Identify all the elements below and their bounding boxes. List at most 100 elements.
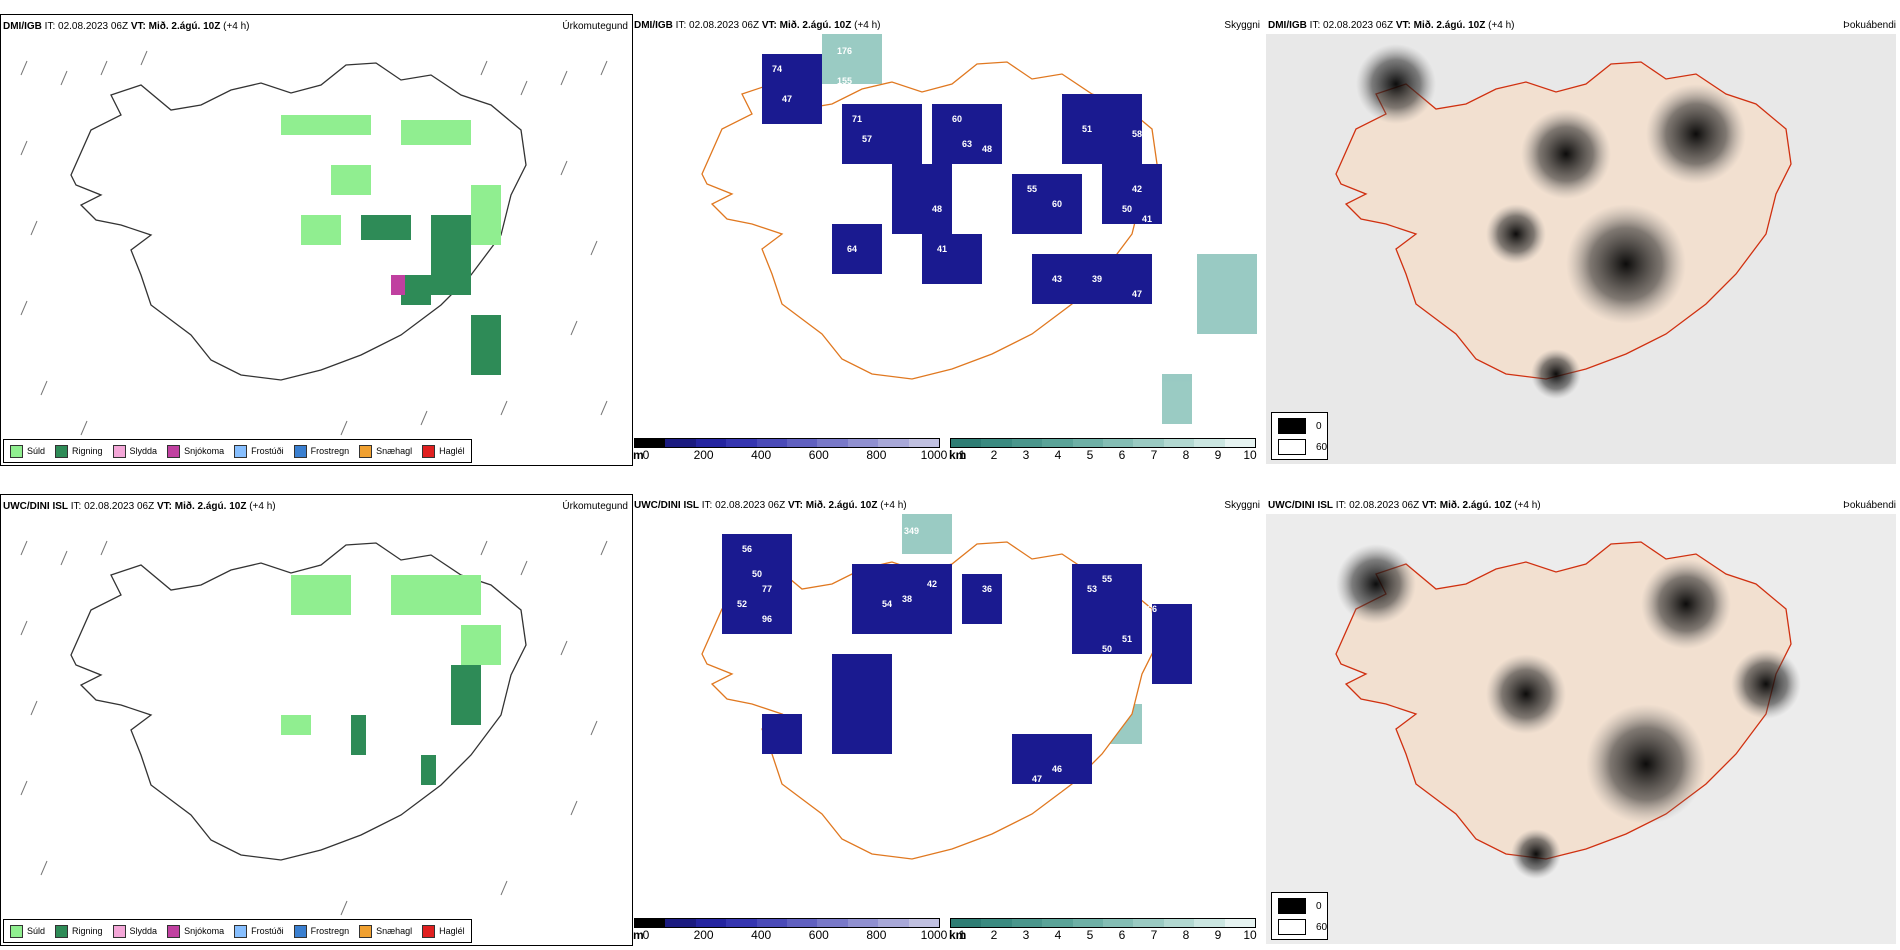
- colorbar-segment: [1103, 439, 1134, 447]
- legend-item: Haglél: [422, 444, 465, 458]
- legend-item: Frostúði: [234, 444, 284, 458]
- colorbar-tick: 10: [1243, 448, 1257, 462]
- colorbar-segment: [1163, 439, 1195, 447]
- cloud-map: [701, 34, 1257, 424]
- colorbar-segment: [756, 919, 788, 927]
- colorbar-segment: [1224, 919, 1256, 927]
- panel-title: Úrkomutegund: [562, 501, 628, 512]
- panel-header: DMI/IGB IT: 02.08.2023 06Z VT: Mið. 2.ág…: [1268, 20, 1515, 31]
- colorbar-tick: 800: [866, 928, 887, 942]
- fog-legend: 0 60: [1271, 892, 1328, 940]
- colorbar-tick: 6: [1118, 928, 1126, 942]
- colorbar-segment: [665, 919, 696, 927]
- panel-header: DMI/IGB IT: 02.08.2023 06Z VT: Mið. 2.ág…: [3, 21, 250, 32]
- colorbar-segment: [1133, 919, 1164, 927]
- legend-item: Slydda: [112, 444, 157, 458]
- visibility-colorbar: km 1 2 3 4 5 6 7 8 9 10: [949, 438, 1257, 462]
- colorbar-segment: [981, 439, 1012, 447]
- colorbar-segment: [1011, 439, 1043, 447]
- precip-type-panel-uwc: UWC/DINI ISL IT: 02.08.2023 06Z VT: Mið.…: [0, 494, 633, 946]
- colorbar-segment: [726, 919, 757, 927]
- colorbar-segment: [951, 919, 982, 927]
- legend-swatch: [10, 444, 23, 458]
- fog-map: [1266, 34, 1896, 464]
- legend-item: Frostregn: [293, 444, 349, 458]
- colorbar-tick: 8: [1182, 928, 1190, 942]
- colorbar-segment: [908, 919, 940, 927]
- colorbar-tick: 3: [1022, 928, 1030, 942]
- colorbar-tick: 1000: [920, 448, 948, 462]
- colorbar-tick: 600: [808, 448, 829, 462]
- colorbar-tick: 400: [751, 928, 772, 942]
- colorbar-tick: 8: [1182, 448, 1190, 462]
- panel-title: Skyggni: [1224, 20, 1260, 31]
- colorbar-tick: 200: [693, 448, 714, 462]
- colorbar-tick: 2: [990, 928, 998, 942]
- colorbar-segment: [635, 439, 666, 447]
- colorbar-segment: [847, 919, 879, 927]
- colorbar-tick: 200: [693, 928, 714, 942]
- colorbar-tick: 4: [1054, 448, 1062, 462]
- colorbar-tick: 4: [1054, 928, 1062, 942]
- cloud-base-colorbar: m 0 200 400 600 800 1000: [633, 438, 947, 462]
- colorbar-segment: [1194, 439, 1225, 447]
- colorbar-segment: [1103, 919, 1134, 927]
- colorbar-segment: [817, 439, 848, 447]
- fog-map: [1266, 514, 1896, 944]
- colorbar-segment: [1072, 439, 1104, 447]
- colorbar-segment: [665, 439, 696, 447]
- precip-map: [20, 50, 608, 436]
- precip-type-panel-dmi: DMI/IGB IT: 02.08.2023 06Z VT: Mið. 2.ág…: [0, 14, 633, 466]
- legend-item: Snæhagl: [359, 444, 412, 458]
- colorbar-tick: 6: [1118, 448, 1126, 462]
- colorbar-segment: [787, 919, 818, 927]
- colorbar-tick: 1: [958, 448, 966, 462]
- colorbar-segment: [908, 439, 940, 447]
- colorbar-segment: [847, 439, 879, 447]
- colorbar-tick: 1000: [920, 928, 948, 942]
- colorbar-tick: 2: [990, 448, 998, 462]
- colorbar-segment: [787, 439, 818, 447]
- colorbar-tick: 10: [1243, 928, 1257, 942]
- colorbar-tick: 7: [1150, 928, 1158, 942]
- colorbar-segment: [756, 439, 788, 447]
- precip-legend: Súld Rigning Slydda Snjókoma Frostúði Fr…: [3, 439, 472, 463]
- colorbar-segment: [695, 439, 727, 447]
- colorbar-tick: 9: [1214, 448, 1222, 462]
- colorbar-segment: [1133, 439, 1164, 447]
- colorbar-segment: [817, 919, 848, 927]
- colorbar-tick: 0: [642, 448, 650, 462]
- colorbar-tick: 1: [958, 928, 966, 942]
- colorbar-tick: 400: [751, 448, 772, 462]
- colorbar-segment: [1194, 919, 1225, 927]
- colorbar-segment: [1163, 919, 1195, 927]
- legend-item: Rigning: [55, 444, 103, 458]
- colorbar-tick: 600: [808, 928, 829, 942]
- colorbar-segment: [1011, 919, 1043, 927]
- panel-title: Úrkomutegund: [562, 21, 628, 32]
- fog-indicator-panel-dmi: DMI/IGB IT: 02.08.2023 06Z VT: Mið. 2.ág…: [1266, 14, 1900, 464]
- cloud-visibility-panel-uwc: UWC/DINI ISL IT: 02.08.2023 06Z VT: Mið.…: [632, 494, 1264, 944]
- colorbar-tick: 0: [642, 928, 650, 942]
- cloud-map: [701, 514, 1192, 860]
- panel-title: Þokuábendi: [1843, 20, 1896, 31]
- legend-item: Snjókoma: [167, 444, 224, 458]
- colorbar-segment: [726, 439, 757, 447]
- precip-legend: Súld Rigning Slydda Snjókoma Frostúði Fr…: [3, 919, 472, 943]
- colorbar-tick: 5: [1086, 928, 1094, 942]
- panel-header: UWC/DINI ISL IT: 02.08.2023 06Z VT: Mið.…: [634, 500, 907, 511]
- colorbar-segment: [635, 919, 666, 927]
- panel-title: Þokuábendi: [1843, 500, 1896, 511]
- colorbar-segment: [878, 919, 909, 927]
- fog-legend: 0 60: [1271, 412, 1328, 460]
- legend-item: Súld: [10, 444, 45, 458]
- colorbar-segment: [695, 919, 727, 927]
- colorbar-segment: [1072, 919, 1104, 927]
- colorbar-tick: 9: [1214, 928, 1222, 942]
- panel-header: UWC/DINI ISL IT: 02.08.2023 06Z VT: Mið.…: [3, 501, 276, 512]
- colorbar-segment: [981, 919, 1012, 927]
- fog-indicator-panel-uwc: UWC/DINI ISL IT: 02.08.2023 06Z VT: Mið.…: [1266, 494, 1900, 944]
- colorbar-segment: [1042, 439, 1073, 447]
- panel-header: DMI/IGB IT: 02.08.2023 06Z VT: Mið. 2.ág…: [634, 20, 881, 31]
- colorbar-tick: 7: [1150, 448, 1158, 462]
